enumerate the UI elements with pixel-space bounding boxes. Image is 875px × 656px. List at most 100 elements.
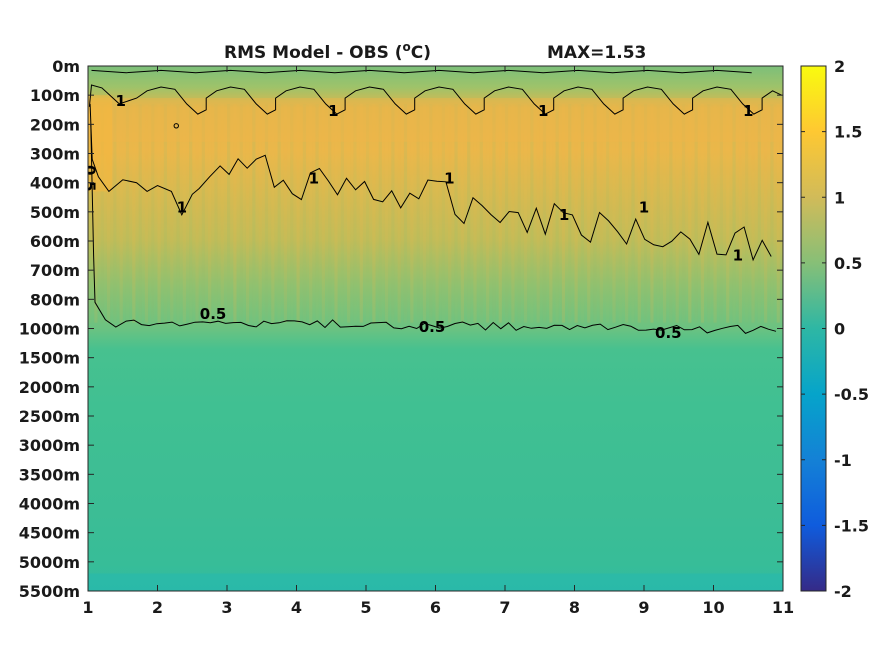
heatmap-stripe: [151, 103, 155, 323]
y-tick-label: 3500m: [19, 465, 80, 484]
heatmap-stripe: [612, 103, 616, 323]
x-tick-label: 1: [82, 598, 93, 617]
contour-line-upper: [88, 84, 782, 115]
y-tick-label: 400m: [30, 174, 80, 193]
y-tick-label: 5000m: [19, 553, 80, 572]
heatmap-stripe: [561, 103, 566, 323]
contour-label: 1: [177, 198, 187, 216]
heatmap-stripe: [486, 103, 490, 323]
heatmap-stripe: [201, 103, 205, 323]
heatmap-stripe: [644, 103, 648, 323]
heatmap-stripe: [713, 103, 717, 323]
heatmap-stripe: [700, 103, 705, 323]
heatmap-stripe: [517, 103, 521, 323]
heatmap-stripe: [416, 103, 420, 323]
x-tick-label: 7: [499, 598, 510, 617]
heatmap-stripe: [435, 103, 439, 323]
heatmap-stripe: [681, 103, 686, 323]
heatmap-stripe: [283, 103, 288, 323]
heatmap-stripe: [429, 103, 433, 323]
colorbar-ticks: 2 1.5 1 0.5 0 -0.5 -1 -1.5 -2: [801, 57, 869, 601]
heatmap-stripe: [599, 103, 603, 323]
heatmap-stripe: [669, 103, 673, 323]
heatmap-stripe: [587, 103, 591, 323]
y-tick-label: 100m: [30, 86, 80, 105]
heatmap-stripe: [479, 103, 483, 323]
heatmap-stripe: [764, 103, 768, 323]
heatmap-stripe: [302, 103, 307, 323]
heatmap-stripe: [738, 103, 742, 323]
heatmap-stripe: [227, 103, 231, 323]
contour-lines: [88, 69, 782, 334]
heatmap-stripe: [378, 103, 382, 323]
heatmap-stripe: [757, 103, 761, 323]
x-tick-label: 9: [638, 598, 649, 617]
contour-label: 1: [328, 102, 338, 120]
y-tick-label: 800m: [30, 290, 80, 309]
heatmap-stripe: [511, 103, 515, 323]
contour-label: 1: [743, 102, 753, 120]
heatmap-stripe: [568, 103, 572, 323]
heatmap-stripe: [593, 103, 597, 323]
y-tick-label: 3000m: [19, 436, 80, 455]
contour-label: 1: [733, 247, 743, 265]
heatmap-stripe: [637, 103, 641, 323]
heatmap-stripe: [233, 103, 237, 323]
heatmap-stripe: [606, 103, 610, 323]
heatmap-stripe: [157, 103, 161, 323]
y-tick-label: 0m: [52, 57, 80, 76]
x-tick-label: 11: [772, 598, 794, 617]
heatmap-stripe: [271, 103, 275, 323]
heatmap-stripe: [549, 103, 553, 323]
heatmap-stripe: [492, 103, 496, 323]
y-tick-label: 5500m: [19, 582, 80, 601]
heatmap-stripe: [580, 103, 585, 323]
heatmap-stripe: [321, 103, 325, 323]
heatmap-stripe: [176, 103, 180, 323]
heatmap-stripe: [726, 103, 730, 323]
heatmap-stripe: [340, 103, 344, 323]
contour-line-surface: [91, 69, 752, 74]
heatmap-stripe: [208, 103, 212, 323]
heatmap-stripe: [132, 103, 136, 323]
heatmap-stripe: [245, 103, 250, 323]
heatmap-stripe: [745, 103, 749, 323]
heatmap-stripe: [650, 103, 654, 323]
heatmap-stripe: [448, 103, 452, 323]
plot-area: 1 1 1 1 0.5 1 1 1 1 1 1 0.5 0.5 0.5: [88, 66, 783, 591]
heatmap-stripe: [258, 103, 262, 323]
heatmap-stripe: [353, 103, 357, 323]
contour-labels: 1 1 1 1 0.5 1 1 1 1 1 1 0.5 0.5 0.5: [88, 92, 753, 342]
heatmap-stripe: [656, 103, 660, 323]
heatmap-stripe: [505, 103, 509, 323]
local-max-marker: [173, 123, 179, 129]
heatmap-stripe: [119, 103, 123, 323]
heatmap-stripe: [397, 103, 401, 323]
heatmap-stripe: [220, 103, 224, 323]
x-tick-label: 3: [221, 598, 232, 617]
heatmap-stripe: [403, 103, 408, 323]
chart-title: RMS Model - OBS (oC): [224, 40, 431, 63]
max-value-label: MAX=1.53: [547, 43, 646, 63]
heatmap-stripe: [296, 103, 300, 323]
heatmap-stripe: [347, 103, 351, 323]
heatmap-stripe: [719, 103, 724, 323]
heatmap-stripe: [384, 103, 389, 323]
heatmap-stripe: [264, 103, 269, 323]
x-tick-label: 10: [702, 598, 724, 617]
contour-label: 0.5: [655, 324, 682, 342]
colorbar-tick-label: -0.5: [834, 385, 869, 404]
contour-line-lower: [89, 103, 772, 262]
y-tick-label: 600m: [30, 232, 80, 251]
y-tick-label: 2500m: [19, 407, 80, 426]
heatmap-stripe: [675, 103, 679, 323]
y-tick-label: 1000m: [19, 320, 80, 339]
heatmap-stripe: [195, 103, 199, 323]
heatmap-stripe: [523, 103, 528, 323]
heatmap-stripe: [182, 103, 186, 323]
heatmap-stripe: [214, 103, 218, 323]
heatmap-stripe: [290, 103, 294, 323]
heatmap-stripe: [631, 103, 635, 323]
heatmap-stripe: [555, 103, 559, 323]
